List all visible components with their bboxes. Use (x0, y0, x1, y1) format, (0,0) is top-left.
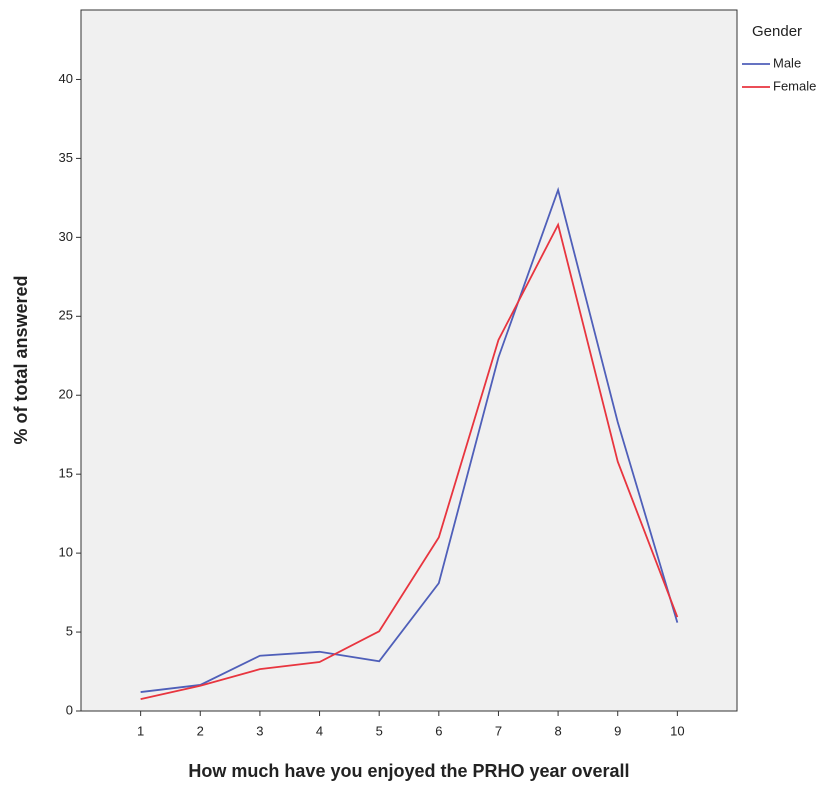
x-tick-label: 10 (670, 723, 684, 738)
x-tick-label: 4 (316, 723, 323, 738)
legend-label: Male (773, 55, 801, 70)
y-tick-label: 20 (59, 387, 73, 402)
x-tick-label: 8 (554, 723, 561, 738)
legend-label: Female (773, 78, 816, 93)
y-tick-label: 30 (59, 229, 73, 244)
y-axis-title: % of total answered (11, 275, 31, 444)
x-tick-label: 6 (435, 723, 442, 738)
y-tick-label: 15 (59, 466, 73, 481)
line-series (140, 222, 679, 701)
y-tick-label: 40 (59, 71, 73, 86)
y-tick-label: 25 (59, 308, 73, 323)
y-tick-label: 10 (59, 545, 73, 560)
x-tick-label: 3 (256, 723, 263, 738)
x-tick-label: 7 (495, 723, 502, 738)
plot-area (80, 9, 738, 712)
line-series (140, 186, 679, 693)
x-tick-label: 1 (137, 723, 144, 738)
legend-title: Gender (752, 23, 802, 40)
y-tick-label: 35 (59, 150, 73, 165)
x-tick-label: 2 (197, 723, 204, 738)
x-tick-label: 9 (614, 723, 621, 738)
x-tick-label: 5 (376, 723, 383, 738)
x-axis-title: How much have you enjoyed the PRHO year … (188, 761, 629, 781)
y-tick-label: 5 (66, 623, 73, 638)
y-tick-label: 0 (66, 702, 73, 717)
